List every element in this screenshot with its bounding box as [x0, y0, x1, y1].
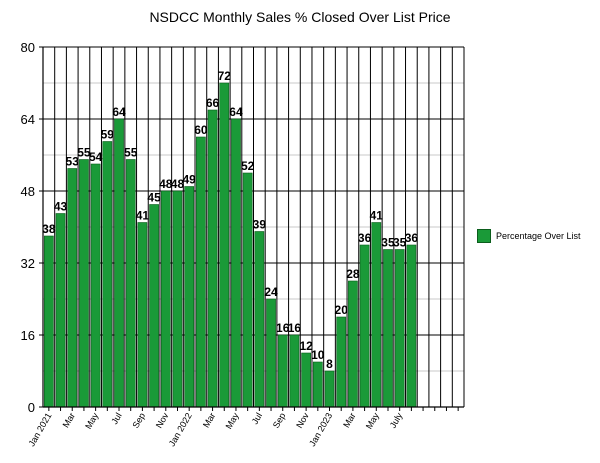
- bar: [312, 361, 323, 408]
- data-label: 49: [183, 173, 197, 187]
- data-label: 64: [229, 105, 243, 119]
- bar: [266, 298, 276, 408]
- data-label: 48: [159, 177, 173, 191]
- data-label: 55: [124, 146, 138, 160]
- bar: [114, 118, 124, 408]
- data-label: 52: [241, 159, 255, 173]
- bar: [207, 109, 218, 408]
- data-label: 54: [89, 150, 103, 164]
- legend-swatch: [477, 229, 491, 243]
- bar: [324, 370, 335, 408]
- data-label: 48: [171, 177, 185, 191]
- chart-title: NSDCC Monthly Sales % Closed Over List P…: [149, 9, 451, 25]
- bar: [371, 222, 382, 408]
- bar: [160, 190, 171, 408]
- bar: [289, 334, 300, 408]
- x-tick-label: Sep: [130, 411, 147, 430]
- y-tick-label: 32: [21, 256, 35, 271]
- bar: [301, 352, 311, 408]
- bar: [277, 334, 288, 408]
- bar: [90, 163, 101, 408]
- bar: [149, 204, 159, 408]
- x-tick-label: May: [83, 411, 100, 431]
- x-tick-label: May: [224, 411, 241, 431]
- x-tick-label: Nov: [154, 411, 171, 430]
- x-tick-label: May: [364, 411, 381, 431]
- data-label: 16: [276, 321, 290, 335]
- data-label: 35: [393, 236, 407, 250]
- x-tick-label: Jul: [109, 411, 123, 426]
- bar: [219, 82, 230, 408]
- y-tick-label: 48: [21, 184, 35, 199]
- bar: [102, 141, 113, 408]
- bar: [406, 244, 417, 408]
- data-label: 8: [326, 357, 333, 371]
- bar: [242, 172, 253, 408]
- bar: [383, 249, 393, 408]
- legend: Percentage Over List: [477, 229, 581, 243]
- data-label: 12: [299, 339, 313, 353]
- bar: [336, 316, 347, 408]
- bar: [348, 280, 358, 408]
- bar: [172, 190, 183, 408]
- x-tick-label: Jul: [250, 411, 264, 426]
- data-label: 72: [218, 69, 232, 83]
- data-label: 66: [206, 96, 220, 110]
- data-label: 36: [358, 231, 372, 245]
- bar: [359, 244, 370, 408]
- bar: [125, 159, 136, 408]
- data-label: 16: [288, 321, 302, 335]
- data-label: 53: [66, 155, 80, 169]
- data-label: 41: [136, 209, 150, 223]
- bar: [394, 249, 405, 408]
- x-tick-label: Mar: [341, 411, 357, 429]
- bar: [137, 222, 148, 408]
- bar: [254, 231, 265, 408]
- y-tick-label: 0: [28, 400, 35, 415]
- data-label: 28: [346, 267, 360, 281]
- x-tick-label: July: [388, 411, 405, 430]
- data-label: 43: [54, 200, 68, 214]
- data-label: 55: [77, 146, 91, 160]
- data-label: 64: [112, 105, 126, 119]
- x-tick-label: Sep: [271, 411, 288, 430]
- x-tick-label: Nov: [294, 411, 311, 430]
- y-tick-label: 80: [21, 40, 35, 55]
- bar: [67, 168, 78, 408]
- data-label: 20: [335, 303, 349, 317]
- bar: [231, 118, 241, 408]
- legend-label: Percentage Over List: [496, 231, 581, 241]
- data-label: 45: [147, 191, 161, 205]
- bar: [79, 159, 89, 408]
- data-label: 38: [42, 222, 56, 236]
- y-tick-label: 16: [21, 328, 35, 343]
- bar: [55, 213, 66, 408]
- data-label: 60: [194, 123, 208, 137]
- bar: [43, 235, 54, 408]
- bar: [196, 136, 206, 408]
- bar: [184, 186, 195, 408]
- data-label: 39: [253, 218, 267, 232]
- data-label: 59: [101, 128, 115, 142]
- data-label: 36: [405, 231, 419, 245]
- x-tick-label: Jan 2023: [307, 411, 334, 448]
- data-label: 35: [381, 236, 395, 250]
- x-tick-label: Jan 2021: [26, 411, 53, 448]
- x-tick-label: Jan 2022: [167, 411, 194, 448]
- data-label: 10: [311, 348, 325, 362]
- x-tick-label: Mar: [201, 411, 217, 429]
- y-tick-label: 64: [21, 112, 35, 127]
- data-label: 41: [370, 209, 384, 223]
- x-tick-label: Mar: [61, 411, 77, 429]
- data-label: 24: [264, 285, 278, 299]
